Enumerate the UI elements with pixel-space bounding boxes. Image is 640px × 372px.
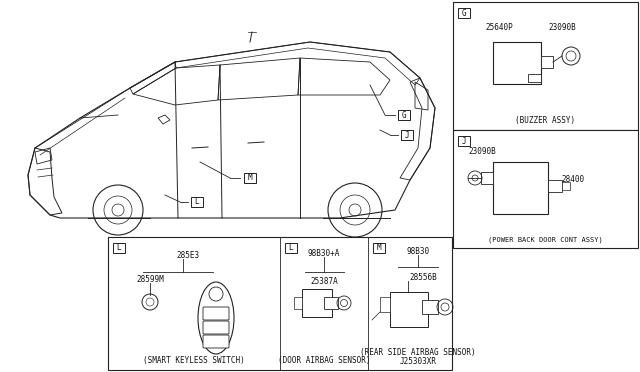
- FancyBboxPatch shape: [203, 335, 229, 348]
- FancyBboxPatch shape: [203, 307, 229, 320]
- Bar: [458, 136, 470, 146]
- Text: M: M: [248, 173, 252, 183]
- Bar: [548, 180, 562, 192]
- Text: J: J: [461, 137, 467, 145]
- Text: 23090B: 23090B: [468, 148, 496, 157]
- Text: 28400: 28400: [561, 176, 584, 185]
- Bar: [113, 243, 125, 253]
- Bar: [302, 289, 332, 317]
- Bar: [324, 297, 338, 309]
- Text: (POWER BACK DOOR CONT ASSY): (POWER BACK DOOR CONT ASSY): [488, 237, 602, 243]
- Text: 28556B: 28556B: [409, 273, 437, 282]
- Bar: [285, 243, 297, 253]
- Bar: [373, 243, 385, 253]
- FancyBboxPatch shape: [203, 321, 229, 334]
- Text: 25640P: 25640P: [485, 22, 513, 32]
- Bar: [481, 172, 493, 184]
- Bar: [191, 197, 203, 207]
- Text: 285E3: 285E3: [177, 250, 200, 260]
- Text: (REAR SIDE AIRBAG SENSOR): (REAR SIDE AIRBAG SENSOR): [360, 347, 476, 356]
- Bar: [244, 173, 256, 183]
- Text: 98B30+A: 98B30+A: [308, 248, 340, 257]
- Bar: [453, 130, 638, 248]
- Bar: [493, 42, 541, 84]
- Bar: [541, 56, 553, 68]
- Bar: [390, 292, 428, 327]
- Bar: [108, 237, 452, 370]
- Bar: [453, 2, 638, 130]
- Text: G: G: [461, 9, 467, 17]
- Text: J25303XR: J25303XR: [399, 357, 436, 366]
- Text: M: M: [377, 244, 381, 253]
- Text: 23090B: 23090B: [548, 22, 576, 32]
- Text: (SMART KEYLESS SWITCH): (SMART KEYLESS SWITCH): [143, 356, 245, 365]
- Text: L: L: [116, 244, 122, 253]
- Bar: [422, 300, 438, 314]
- Text: L: L: [195, 198, 199, 206]
- Bar: [398, 110, 410, 120]
- Bar: [401, 130, 413, 140]
- Bar: [493, 162, 548, 214]
- Text: (DOOR AIRBAG SENSOR): (DOOR AIRBAG SENSOR): [278, 356, 371, 365]
- Bar: [380, 297, 390, 312]
- Bar: [458, 8, 470, 18]
- Text: 25387A: 25387A: [310, 276, 338, 285]
- Text: G: G: [402, 110, 406, 119]
- Bar: [562, 182, 570, 190]
- Bar: [528, 74, 541, 82]
- Text: 98B30: 98B30: [406, 247, 429, 256]
- Text: (BUZZER ASSY): (BUZZER ASSY): [515, 115, 575, 125]
- Text: L: L: [289, 244, 293, 253]
- Text: J: J: [404, 131, 410, 140]
- Text: 28599M: 28599M: [136, 275, 164, 283]
- Bar: [294, 297, 302, 309]
